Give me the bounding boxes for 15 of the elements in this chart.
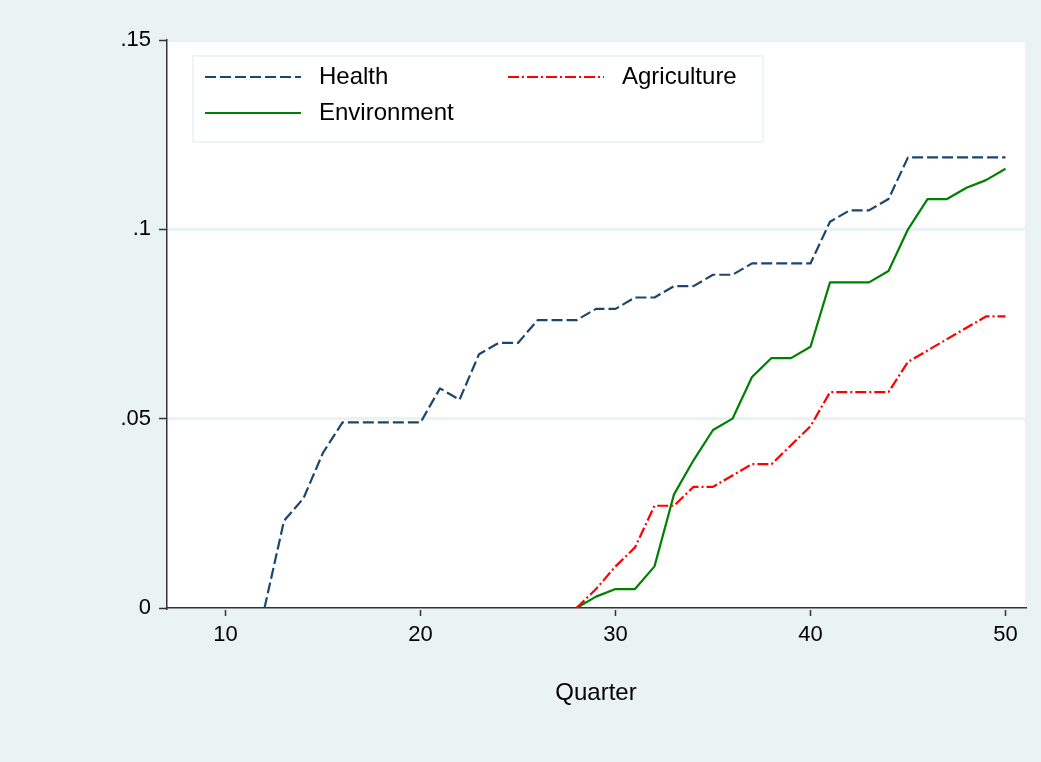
legend-label: Agriculture	[622, 61, 737, 89]
legend-label: Health	[319, 61, 389, 89]
x-tick-label: 40	[798, 621, 823, 647]
line-series	[263, 156, 1007, 608]
y-tick-label: .15	[120, 26, 151, 52]
line-series	[575, 315, 1007, 608]
x-tick-label: 20	[408, 621, 433, 647]
x-axis-title: Quarter	[555, 678, 637, 706]
x-tick-label: 50	[993, 621, 1018, 647]
y-tick-label: .1	[132, 215, 151, 241]
y-tick-label: .05	[120, 404, 151, 430]
x-tick-label: 30	[603, 621, 628, 647]
x-tick-label: 10	[213, 621, 238, 647]
legend-label: Environment	[319, 97, 455, 125]
y-tick-label: 0	[138, 594, 151, 620]
